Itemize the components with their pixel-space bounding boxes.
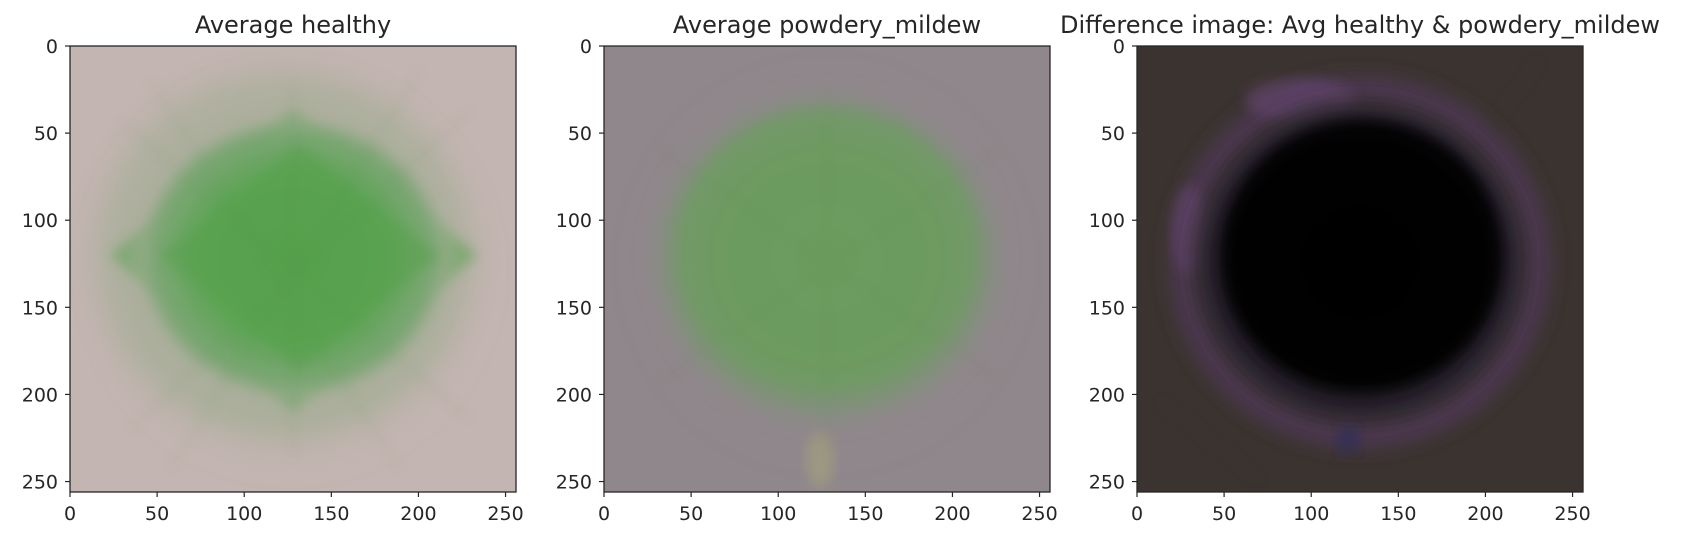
x-tick-label: 100: [1293, 503, 1329, 525]
x-tick-label: 200: [1467, 503, 1503, 525]
x-tick-label: 0: [598, 503, 610, 525]
x-tick-label: 250: [1021, 503, 1057, 525]
y-tick-label: 200: [556, 384, 592, 406]
y-tick-label: 50: [34, 123, 58, 145]
x-tick-label: 50: [145, 503, 169, 525]
x-tick-label: 200: [400, 503, 436, 525]
panel-title: Average healthy: [195, 11, 391, 39]
y-tick-label: 0: [580, 36, 592, 58]
y-tick-label: 100: [22, 210, 58, 232]
x-tick-label: 50: [1212, 503, 1236, 525]
image-average-healthy: [70, 46, 516, 492]
x-tick-label: 0: [64, 503, 76, 525]
axes-frame: [603, 45, 1051, 493]
x-tick-label: 150: [847, 503, 883, 525]
panel-difference-image: Difference image: Avg healthy & powdery_…: [1060, 11, 1660, 525]
x-tick-label: 250: [487, 503, 523, 525]
y-tick-label: 100: [1089, 210, 1125, 232]
y-tick-label: 100: [556, 210, 592, 232]
x-tick-label: 100: [760, 503, 796, 525]
axes-frame: [1136, 45, 1584, 493]
y-tick-label: 250: [22, 472, 58, 494]
panel-average-healthy: Average healthy 0 50 100 150 200 250 0 50 100 150…: [22, 11, 524, 525]
y-tick-label: 250: [556, 472, 592, 494]
y-tick-label: 200: [1089, 384, 1125, 406]
x-tick-label: 50: [679, 503, 703, 525]
y-tick-label: 150: [1089, 297, 1125, 319]
y-tick-label: 0: [46, 36, 58, 58]
y-tick-label: 50: [1101, 123, 1125, 145]
image-difference: [1137, 46, 1583, 492]
x-tick-label: 150: [313, 503, 349, 525]
y-tick-label: 0: [1113, 36, 1125, 58]
y-tick-label: 250: [1089, 472, 1125, 494]
axes-frame: [69, 45, 517, 493]
axes-ticks: 0 50 100 150 200 250 0 50 100 150 200 250: [1089, 36, 1591, 525]
axes-ticks: 0 50 100 150 200 250 0 50 100 150 200 250: [22, 36, 524, 525]
x-tick-label: 0: [1131, 503, 1143, 525]
y-tick-label: 150: [556, 297, 592, 319]
image-average-powdery-mildew: [604, 46, 1050, 492]
x-tick-label: 100: [226, 503, 262, 525]
x-tick-label: 250: [1554, 503, 1590, 525]
y-tick-label: 150: [22, 297, 58, 319]
y-tick-label: 200: [22, 384, 58, 406]
y-tick-label: 50: [568, 123, 592, 145]
x-tick-label: 200: [934, 503, 970, 525]
x-tick-label: 150: [1380, 503, 1416, 525]
axes-ticks: 0 50 100 150 200 250 0 50 100 150 200 250: [556, 36, 1058, 525]
panel-title: Difference image: Avg healthy & powdery_…: [1060, 11, 1660, 39]
panel-title: Average powdery_mildew: [673, 11, 981, 39]
panel-average-powdery-mildew: Average powdery_mildew 0 50 100 150 200 250 0 5…: [556, 11, 1058, 525]
